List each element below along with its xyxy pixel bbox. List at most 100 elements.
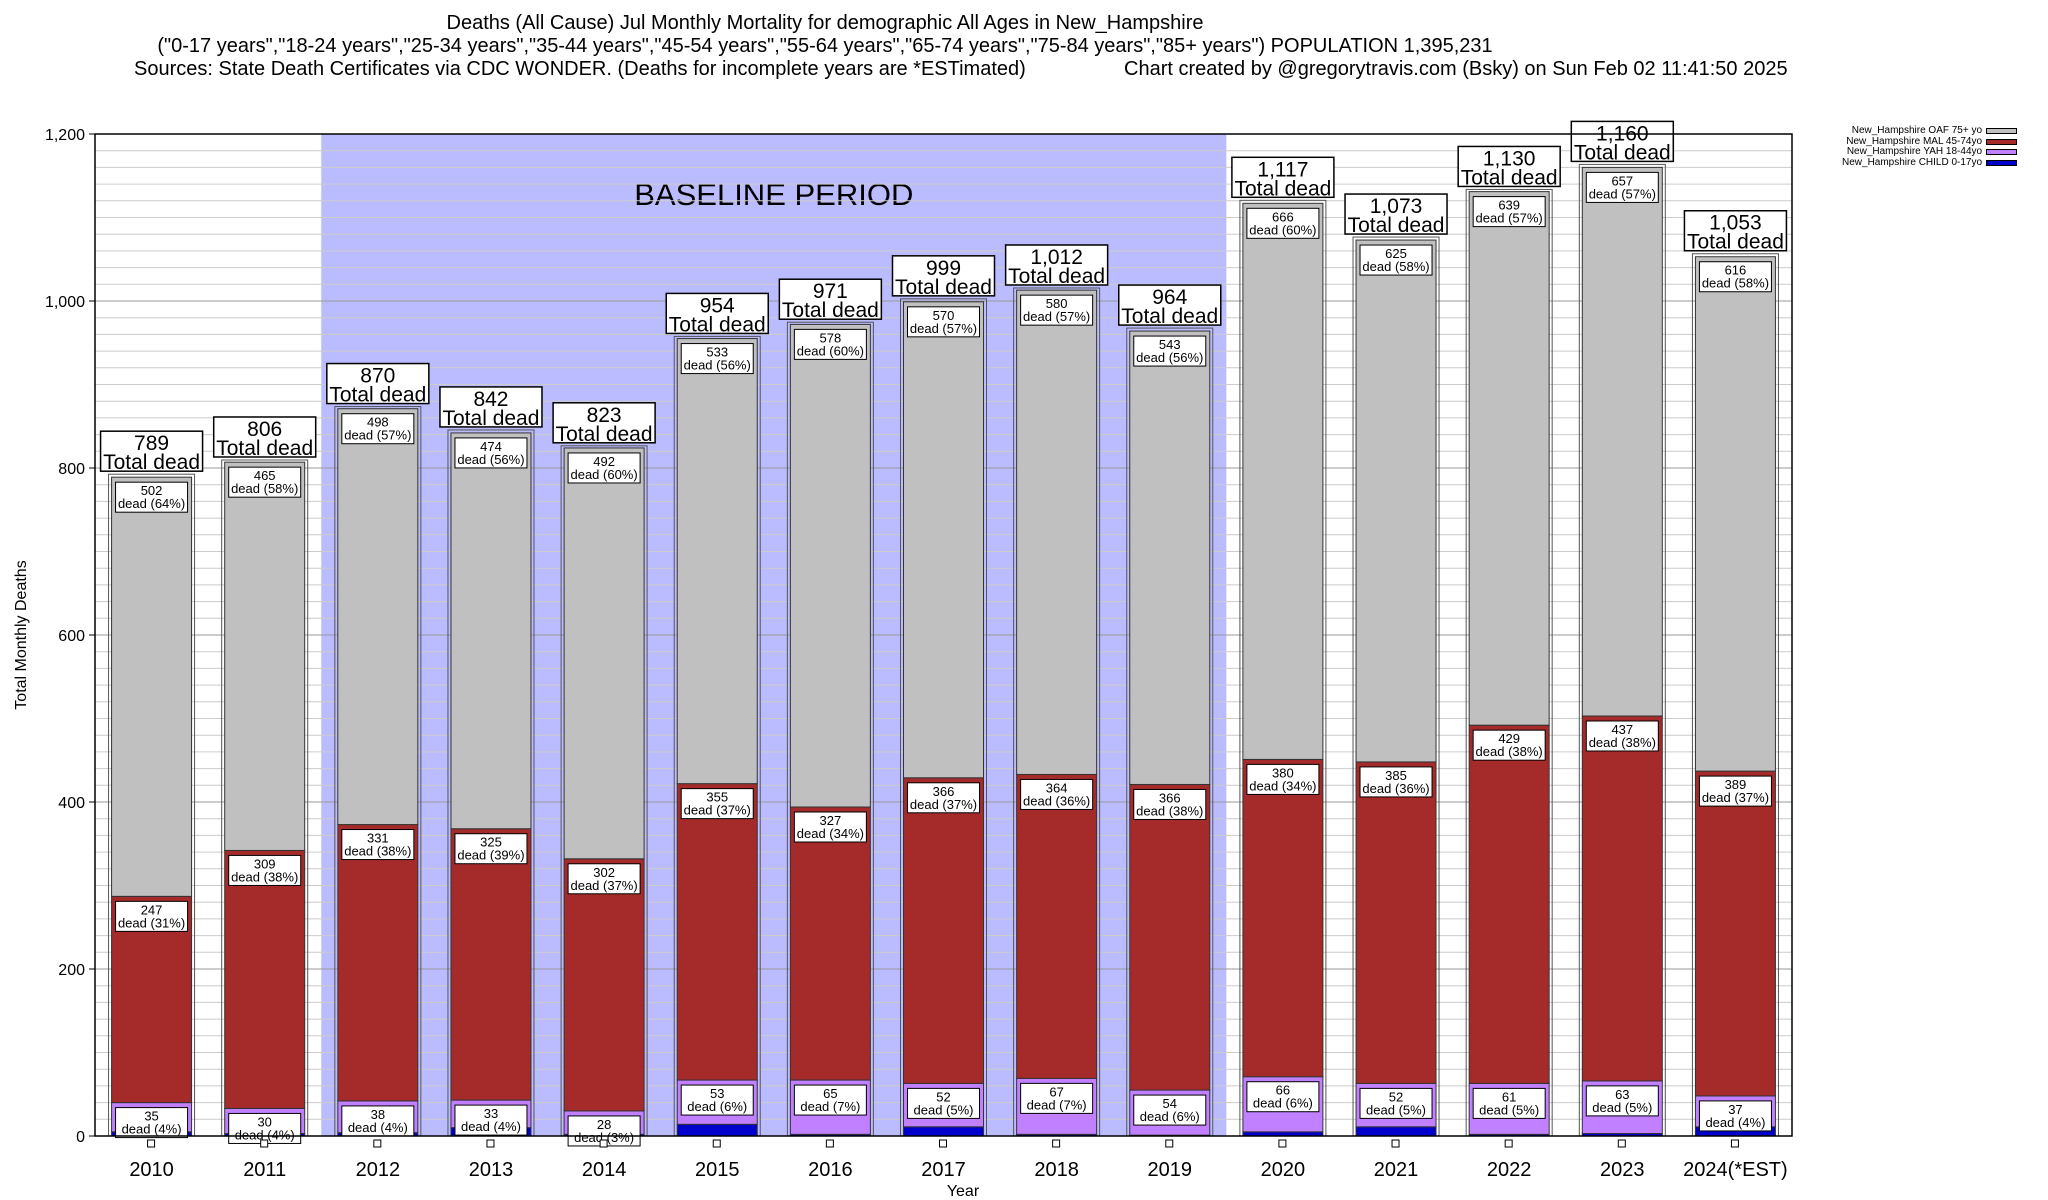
legend-item: New_Hampshire OAF 75+ yo [1842, 125, 2018, 137]
segment-label-percent: dead (4%) [461, 1119, 521, 1134]
segment-label-percent: dead (5%) [1479, 1102, 1539, 1117]
segment-label-percent: dead (38%) [344, 844, 411, 859]
child-marker [373, 1139, 382, 1148]
child-marker [712, 1139, 721, 1148]
child-marker [1052, 1139, 1061, 1148]
segment-label-percent: dead (6%) [687, 1099, 747, 1114]
legend-item: New_Hampshire MAL 45-74yo [1842, 136, 2018, 148]
segment-label-percent: dead (37%) [910, 797, 977, 812]
segment-label-box [1698, 1100, 1772, 1132]
total-label-box [1004, 244, 1109, 286]
y-tick-label: 600 [58, 628, 85, 645]
segment-label-count: 331 [367, 831, 389, 846]
segment-label-count: 543 [1159, 337, 1181, 352]
segment-label-count: 37 [1728, 1102, 1742, 1117]
segment-label-box [1472, 729, 1546, 761]
child-marker [1730, 1139, 1739, 1148]
bar-segment [1468, 724, 1550, 1084]
segment-label-percent: dead (37%) [684, 803, 751, 818]
bar-segment [337, 824, 419, 1102]
segment-label-count: 61 [1502, 1089, 1516, 1104]
segment-label-percent: dead (38%) [1136, 803, 1203, 818]
segment-label-percent: dead (5%) [914, 1102, 974, 1117]
total-label-text: Total dead [1348, 214, 1445, 237]
segment-label-box [1020, 1082, 1094, 1114]
child-marker [260, 1139, 269, 1148]
legend-label: New_Hampshire OAF 75+ yo [1851, 125, 1983, 136]
bar-segment [1242, 758, 1324, 1078]
bar-segment [1355, 1126, 1437, 1137]
segment-label-count: 639 [1498, 198, 1520, 213]
plot-frame [94, 133, 1793, 1137]
segment-label-count: 63 [1615, 1087, 1629, 1102]
total-label-value: 1,130 [1483, 147, 1536, 170]
segment-label-box [1246, 763, 1320, 795]
bar-segment [337, 408, 419, 826]
segment-label-box [1246, 207, 1320, 239]
segment-label-percent: dead (56%) [1136, 350, 1203, 365]
segment-label-percent: dead (57%) [1589, 186, 1656, 201]
bar-segment [903, 301, 984, 779]
total-label-box [778, 278, 883, 320]
segment-label-count: 429 [1498, 731, 1520, 746]
x-tick-label: 2013 [469, 1159, 514, 1181]
bar-segment [903, 1126, 984, 1137]
segment-label-count: 465 [254, 468, 276, 483]
segment-label-percent: dead (58%) [231, 481, 298, 496]
total-label-box [1118, 284, 1222, 326]
total-label-box [552, 402, 656, 444]
x-tick-label: 2022 [1487, 1159, 1532, 1181]
segment-label-box [793, 811, 867, 843]
child-marker [1278, 1139, 1287, 1148]
legend-item: New_Hampshire CHILD 0-17yo [1842, 157, 2018, 169]
x-tick-label: 2017 [921, 1159, 966, 1181]
total-label-box [1683, 209, 1788, 252]
segment-label-count: 385 [1385, 768, 1407, 783]
bar-segment [1694, 256, 1776, 772]
child-marker [1617, 1139, 1626, 1148]
segment-label-percent: dead (38%) [1476, 744, 1543, 759]
segment-label-percent: dead (58%) [1362, 259, 1429, 274]
segment-label-box [793, 328, 867, 360]
segment-label-box [1698, 261, 1772, 293]
chart-sources-line: Sources: State Death Certificates via CD… [0, 58, 2048, 81]
segment-label-percent: dead (57%) [1476, 211, 1543, 226]
bar-segment [1581, 166, 1663, 717]
bar-segment [563, 447, 645, 860]
bar-segment [1242, 202, 1324, 760]
bar-segment [1129, 330, 1211, 785]
segment-label-box [1020, 778, 1094, 810]
total-label-box [1344, 193, 1448, 235]
y-tick-label: 800 [58, 461, 85, 478]
total-label-box [891, 255, 996, 297]
segment-label-count: 366 [933, 784, 955, 799]
segment-label-percent: dead (56%) [457, 452, 524, 467]
total-label-text: Total dead [103, 451, 200, 474]
bar-segment [676, 338, 758, 785]
chart-credit: Chart created by @gregorytravis.com (Bsk… [1124, 58, 1788, 80]
child-marker [1391, 1139, 1400, 1148]
child-marker [939, 1139, 947, 1148]
segment-label-box [454, 1104, 528, 1136]
x-tick-label: 2024(*EST) [1683, 1159, 1788, 1181]
total-label-text: Total dead [556, 423, 653, 446]
segment-label-count: 38 [371, 1107, 385, 1122]
segment-label-box [567, 452, 641, 484]
child-marker [599, 1139, 608, 1148]
segment-label-box [1246, 1081, 1320, 1113]
segment-label-box [1472, 1087, 1546, 1119]
total-label-box [212, 416, 317, 458]
segment-label-box [1133, 788, 1207, 820]
total-label-box [326, 362, 430, 405]
x-tick-label: 2020 [1261, 1159, 1306, 1181]
bar-segment [563, 858, 645, 1112]
segment-label-count: 474 [480, 439, 502, 454]
segment-label-count: 247 [141, 902, 163, 917]
segment-label-count: 52 [936, 1089, 950, 1104]
segment-label-box [680, 1084, 754, 1116]
